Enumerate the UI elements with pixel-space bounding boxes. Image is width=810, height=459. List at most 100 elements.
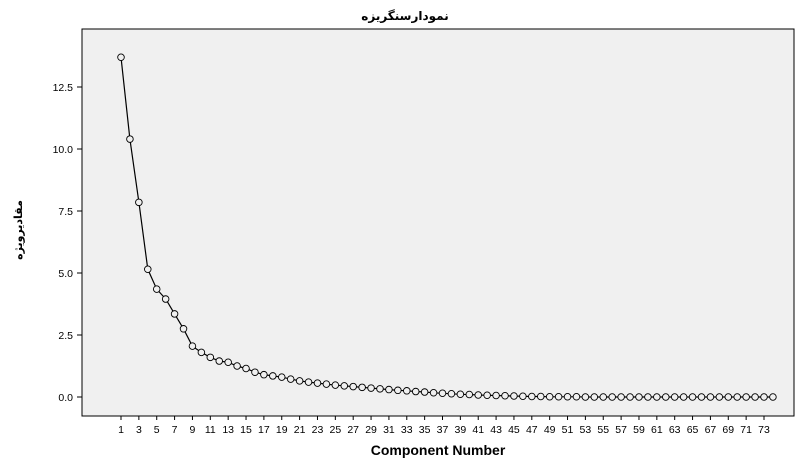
data-point xyxy=(626,393,634,401)
data-point xyxy=(599,393,608,401)
x-tick-label: 51 xyxy=(562,424,574,436)
data-point xyxy=(501,392,509,400)
data-point xyxy=(697,393,706,401)
data-point xyxy=(340,382,349,390)
data-point xyxy=(545,393,554,401)
data-point xyxy=(411,387,420,396)
x-axis: 1 3 5 7 9 11 13 15 17 19 21 23 25 27 29 31 33 35 37 39 41 43 4… xyxy=(118,416,770,436)
data-point xyxy=(215,357,223,365)
data-point xyxy=(403,387,411,395)
y-tick-label: 2.5 xyxy=(58,330,73,342)
data-point xyxy=(742,393,750,401)
data-point xyxy=(492,391,500,400)
x-tick-label: 71 xyxy=(740,424,752,436)
chart-title: نمودارسنگریزه xyxy=(361,9,448,24)
data-point xyxy=(197,348,206,357)
y-tick-label: 0.0 xyxy=(58,392,73,404)
data-point xyxy=(438,389,447,398)
data-point xyxy=(394,386,402,395)
data-point xyxy=(170,310,179,318)
data-point xyxy=(635,393,643,401)
data-point xyxy=(269,372,277,380)
data-point xyxy=(161,295,170,303)
data-point xyxy=(554,393,563,401)
data-point xyxy=(179,325,188,333)
x-tick-label: 1 xyxy=(118,424,124,436)
data-point xyxy=(733,393,741,401)
y-tick-label: 5.0 xyxy=(58,268,73,280)
x-tick-label: 53 xyxy=(580,424,592,436)
x-tick-label: 41 xyxy=(472,424,484,436)
data-point xyxy=(590,393,599,401)
data-point xyxy=(144,265,152,274)
x-tick-label: 35 xyxy=(419,424,431,436)
data-point xyxy=(251,368,259,376)
x-tick-label: 19 xyxy=(276,424,288,436)
data-point xyxy=(769,393,777,401)
x-tick-label: 33 xyxy=(401,424,413,436)
x-tick-label: 13 xyxy=(222,424,234,436)
x-tick-label: 49 xyxy=(544,424,556,436)
x-tick-label: 23 xyxy=(312,424,324,436)
data-point xyxy=(188,342,197,350)
x-tick-label: 55 xyxy=(597,424,609,436)
x-axis-label: Component Number xyxy=(371,442,506,458)
x-tick-label: 27 xyxy=(347,424,359,436)
data-point xyxy=(117,53,125,61)
data-point xyxy=(581,393,590,401)
data-point xyxy=(644,393,652,401)
x-tick-label: 3 xyxy=(136,424,142,436)
data-point xyxy=(376,385,384,393)
x-tick-label: 65 xyxy=(687,424,699,436)
data-point xyxy=(367,384,375,392)
data-point xyxy=(152,285,161,293)
x-tick-label: 21 xyxy=(294,424,306,436)
data-point xyxy=(385,385,393,394)
x-tick-label: 5 xyxy=(154,424,160,436)
data-point xyxy=(286,375,295,383)
data-point xyxy=(536,392,545,401)
data-point xyxy=(483,391,491,400)
x-tick-label: 15 xyxy=(240,424,252,436)
data-point xyxy=(135,198,143,207)
data-point xyxy=(358,383,366,392)
x-tick-label: 63 xyxy=(669,424,681,436)
data-point xyxy=(322,380,331,388)
x-tick-label: 31 xyxy=(383,424,395,436)
x-tick-label: 45 xyxy=(508,424,520,436)
data-point xyxy=(331,381,340,389)
data-point xyxy=(715,393,724,401)
x-tick-label: 7 xyxy=(172,424,178,436)
y-tick-label: 12.5 xyxy=(53,82,74,94)
y-axis-label: مقادیرویژه xyxy=(12,200,25,260)
data-point xyxy=(429,389,438,397)
x-tick-label: 69 xyxy=(722,424,734,436)
x-tick-label: 11 xyxy=(205,424,216,436)
data-point xyxy=(724,393,733,401)
data-point xyxy=(313,379,322,387)
data-point xyxy=(572,393,581,401)
data-point xyxy=(662,393,670,401)
x-tick-label: 57 xyxy=(615,424,627,436)
data-point xyxy=(563,393,572,401)
data-point xyxy=(456,390,465,399)
x-tick-label: 73 xyxy=(758,424,770,436)
data-point xyxy=(760,393,768,401)
data-point xyxy=(474,391,482,399)
data-point xyxy=(751,393,759,401)
data-point xyxy=(706,393,715,401)
x-tick-label: 47 xyxy=(526,424,538,436)
plot-area xyxy=(81,28,795,417)
data-point xyxy=(233,362,241,370)
x-tick-label: 9 xyxy=(190,424,196,436)
x-tick-label: 17 xyxy=(258,424,270,436)
data-point xyxy=(447,390,456,398)
data-point xyxy=(349,382,357,391)
data-point xyxy=(670,393,679,401)
x-tick-label: 59 xyxy=(633,424,645,436)
y-tick-label: 7.5 xyxy=(58,206,73,218)
y-axis: 0.0 2.5 5.0 7.5 10.0 12.5 xyxy=(53,82,82,404)
data-point xyxy=(608,393,616,401)
data-point xyxy=(206,353,215,362)
